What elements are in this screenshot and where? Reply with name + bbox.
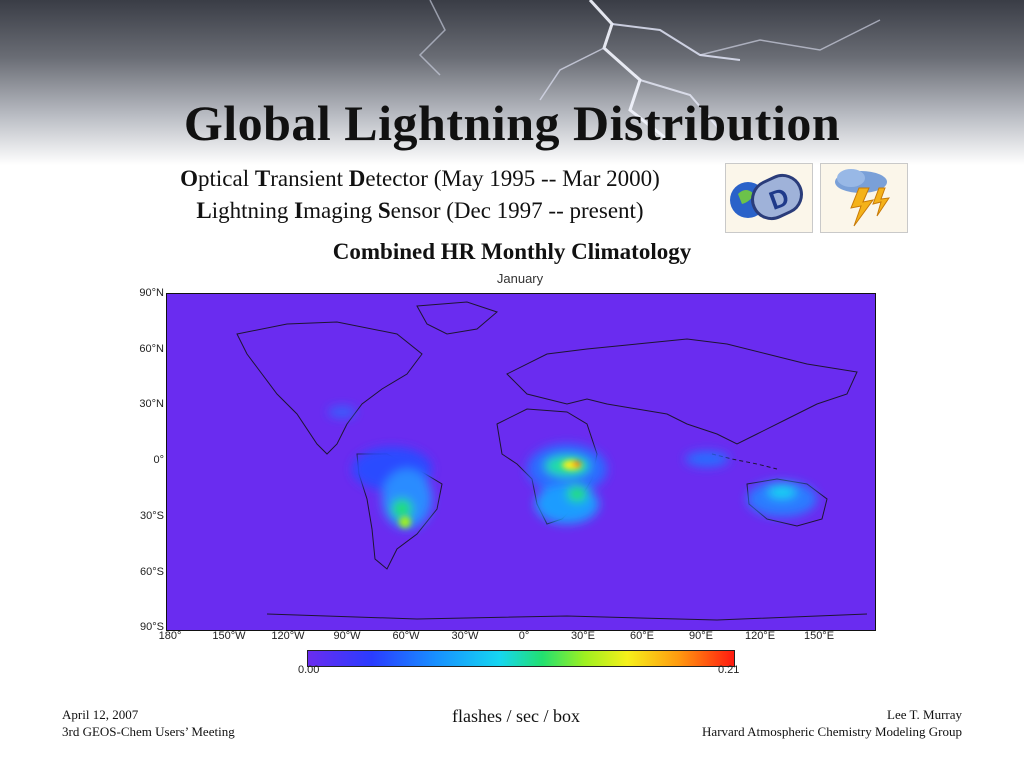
lon-label: 60°E [630,630,654,642]
lat-label: 90°S [140,621,164,633]
lon-label: 30°W [451,630,479,642]
lon-label: 90°E [689,630,713,642]
lon-label: 30°E [571,630,595,642]
lightning-banner [0,0,1024,165]
colorbar-max-label: 0.21 [718,664,740,676]
otd-line: Optical Transient Detector (May 1995 -- … [180,166,660,191]
lat-label: 0° [153,454,164,466]
footer-right: Lee T. Murray Harvard Atmospheric Chemis… [702,706,962,740]
otd-logo: D [725,163,813,233]
units-label: flashes / sec / box [452,706,580,726]
lat-label: 30°S [140,510,164,522]
footer-meeting: 3rd GEOS-Chem Users’ Meeting [62,724,235,739]
lis-logo [820,163,908,233]
lon-label: 120°E [744,630,776,642]
map-heading: Combined HR Monthly Climatology [332,239,692,264]
slide-title: Global Lightning Distribution [183,95,841,151]
lon-label: 150°E [803,630,835,642]
lightning-bolt-graphic [418,0,881,142]
lat-label: 30°N [139,398,164,410]
map-month: January [496,271,544,286]
lis-line: Lightning Imaging Sensor (Dec 1997 -- pr… [196,198,644,223]
colorbar-min-label: 0.00 [298,664,320,676]
flash-density-blobs [328,406,817,529]
lat-label: 60°N [139,343,164,355]
lat-label: 90°N [139,287,164,299]
footer-date: April 12, 2007 [62,707,139,722]
lat-label: 60°S [140,566,164,578]
lon-label: 180° [158,630,182,642]
lightning-map [166,293,876,631]
footer-group: Harvard Atmospheric Chemistry Modeling G… [702,724,962,739]
lon-label: 120°W [271,630,305,642]
lon-label: 90°W [333,630,361,642]
lightning-cloud-icon [835,169,891,227]
footer-left: April 12, 2007 3rd GEOS-Chem Users’ Meet… [62,706,235,740]
lon-label: 60°W [392,630,420,642]
colorbar [307,650,735,667]
lon-label: 0° [518,630,530,642]
footer-author: Lee T. Murray [887,707,962,722]
lon-label: 150°W [212,630,246,642]
